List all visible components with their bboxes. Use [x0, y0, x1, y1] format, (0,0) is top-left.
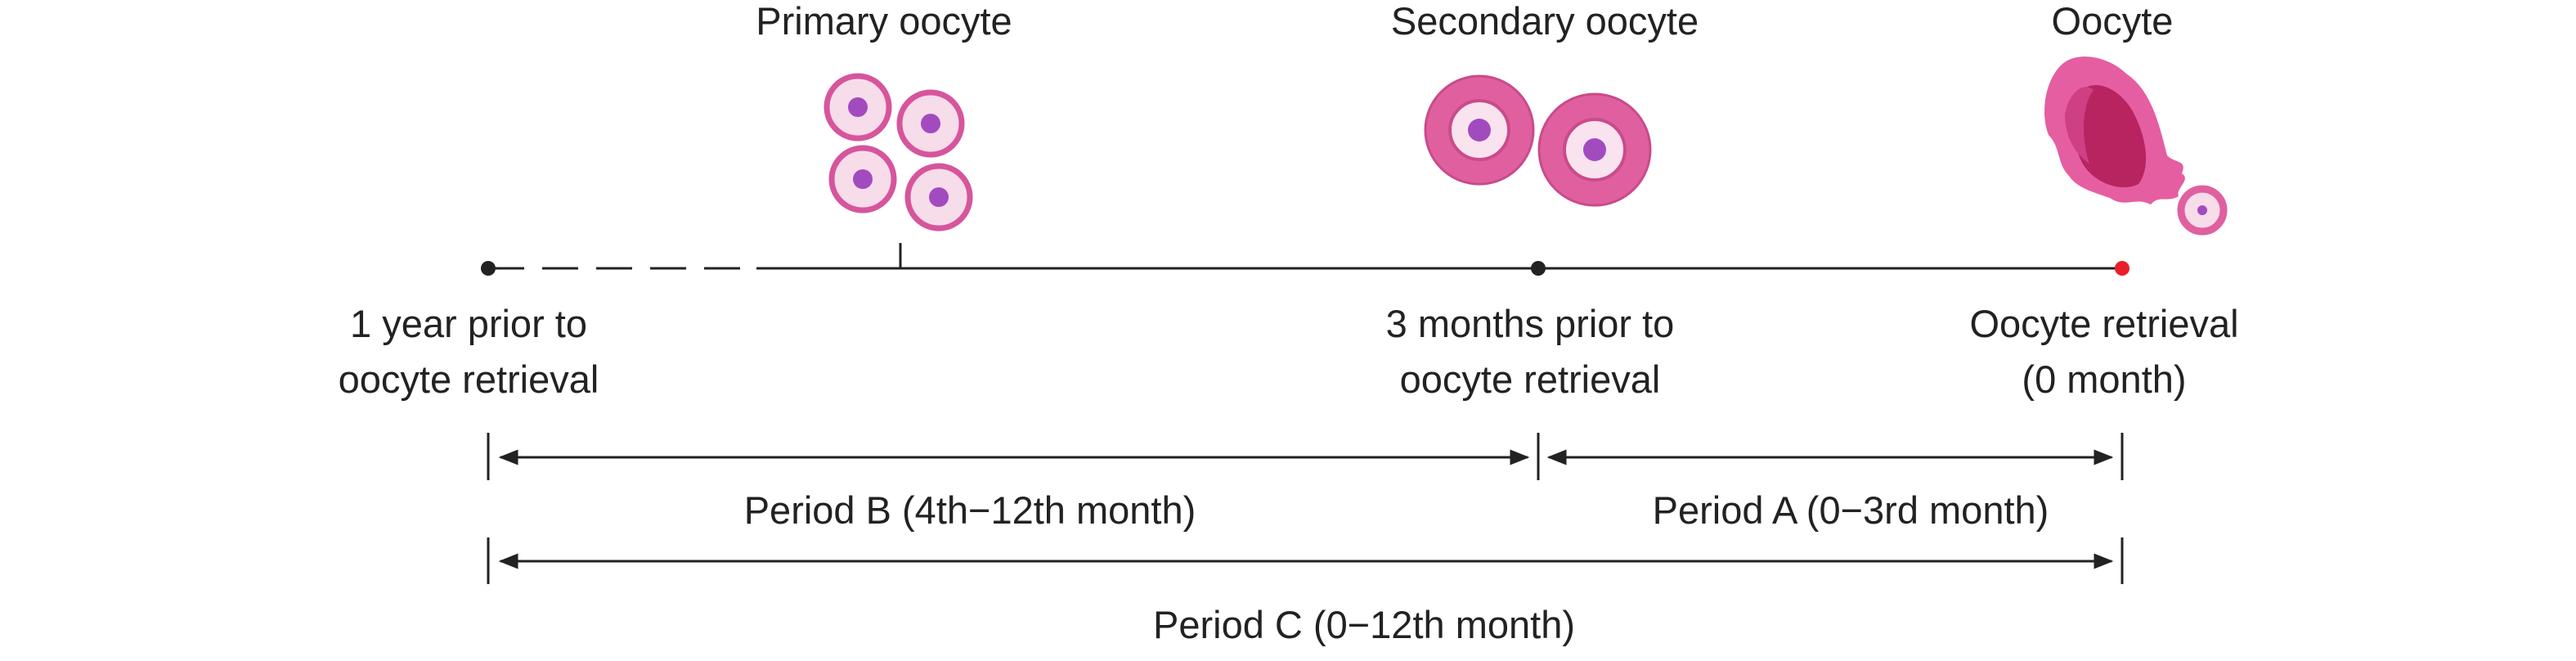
timepoint-label: (0 month) [2022, 357, 2186, 401]
timeline [481, 243, 2129, 276]
stage-label: Primary oocyte [756, 0, 1012, 43]
timepoint-label: oocyte retrieval [339, 357, 599, 401]
oocyte-cell [2044, 56, 2228, 236]
timepoint-label: 3 months prior to [1386, 302, 1675, 345]
primary-oocyte-cells [824, 73, 973, 232]
period-label: Period A (0−3rd month) [1653, 488, 2049, 532]
stage-label: Secondary oocyte [1391, 0, 1699, 43]
timepoint-label: Oocyte retrieval [1969, 302, 2238, 345]
period-label: Period B (4th−12th month) [744, 488, 1196, 532]
timepoint-label: oocyte retrieval [1400, 357, 1661, 401]
secondary-oocyte-cells [1424, 74, 1652, 207]
period-label: Period C (0−12th month) [1153, 603, 1575, 646]
timepoint-label: 1 year prior to [350, 302, 587, 345]
stage-label: Oocyte [2052, 0, 2174, 43]
period-brackets [487, 433, 2124, 584]
